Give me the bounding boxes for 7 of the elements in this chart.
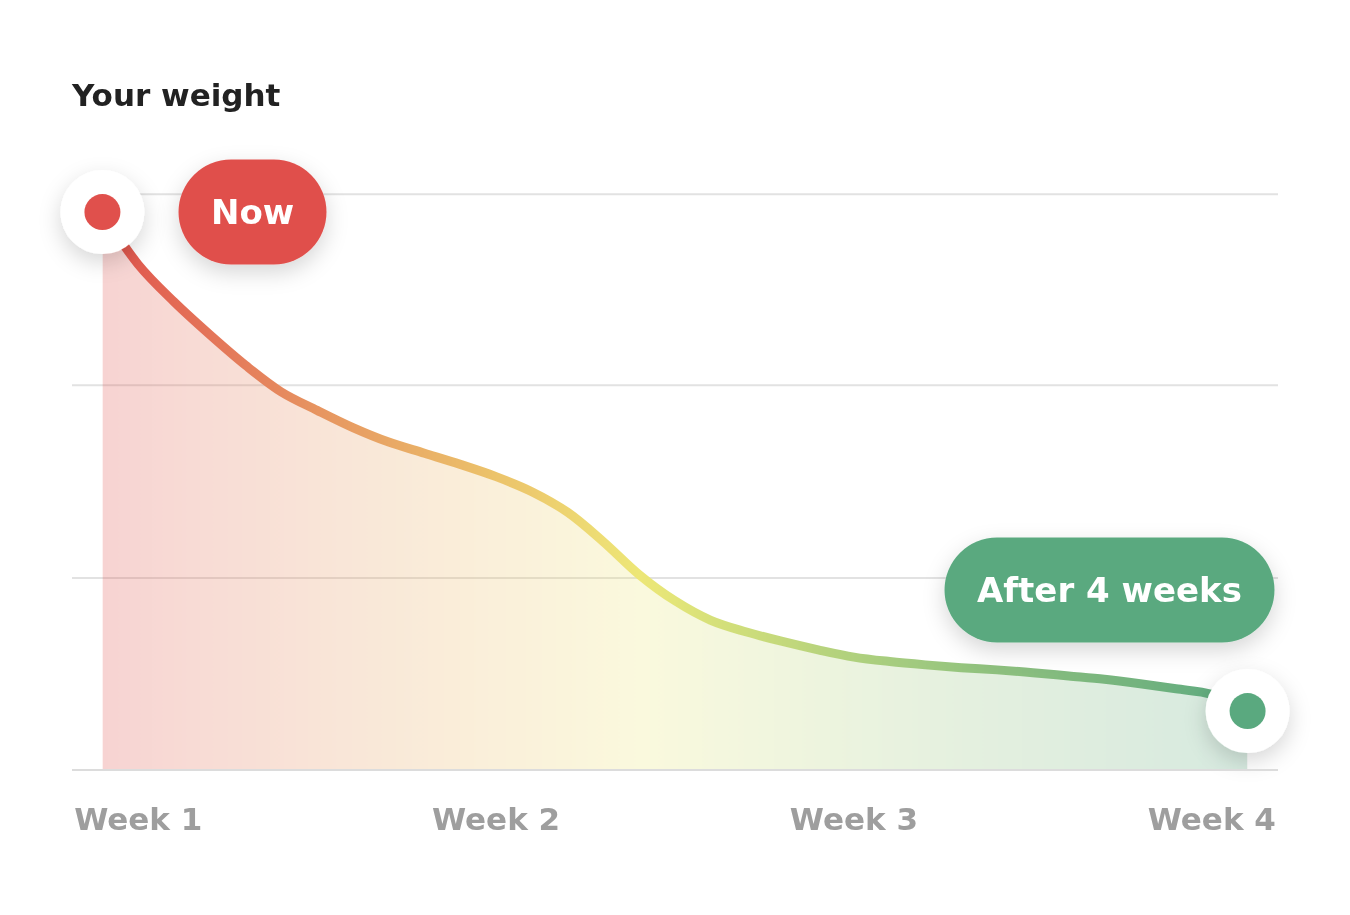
annotation: Now xyxy=(211,192,295,232)
x-tick-label: Week 4 xyxy=(1147,801,1276,838)
x-tick-label: Week 1 xyxy=(74,801,203,838)
x-tick-label: Week 2 xyxy=(432,801,561,838)
annotation: After 4 weeks xyxy=(977,570,1242,610)
x-tick-label: Week 3 xyxy=(789,801,918,838)
chart-title: Your weight xyxy=(71,76,281,113)
